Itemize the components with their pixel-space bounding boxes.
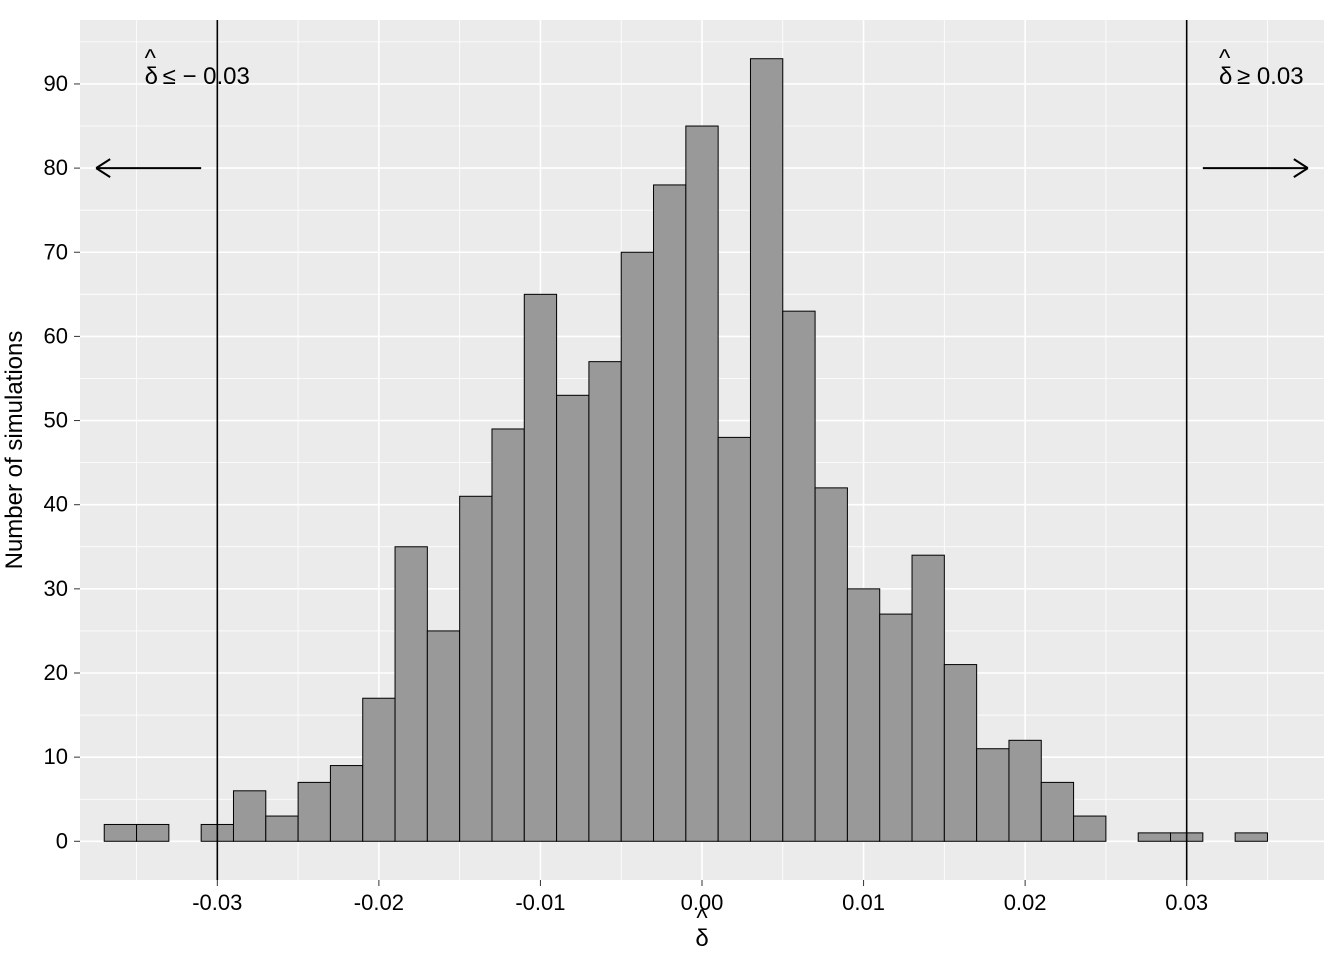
histogram-bar bbox=[363, 698, 395, 841]
histogram-bar bbox=[815, 488, 847, 841]
histogram-bar bbox=[395, 547, 427, 842]
histogram-bar bbox=[654, 185, 686, 841]
x-tick-label: 0.02 bbox=[1004, 890, 1047, 915]
svg-text:δ: δ bbox=[145, 63, 158, 90]
y-tick-label: 30 bbox=[44, 576, 68, 601]
histogram-bar bbox=[847, 589, 879, 841]
x-tick-label: -0.02 bbox=[354, 890, 404, 915]
histogram-bar bbox=[880, 614, 912, 841]
histogram-bar bbox=[944, 665, 976, 842]
y-tick-label: 50 bbox=[44, 408, 68, 433]
histogram-bar bbox=[718, 437, 750, 841]
histogram-bar bbox=[524, 294, 556, 841]
x-tick-label: -0.01 bbox=[515, 890, 565, 915]
histogram-bar bbox=[589, 362, 621, 842]
y-tick-label: 80 bbox=[44, 155, 68, 180]
histogram-bar bbox=[104, 824, 136, 841]
x-tick-label: 0.01 bbox=[842, 890, 885, 915]
histogram-bar bbox=[621, 252, 653, 841]
histogram-bar bbox=[427, 631, 459, 841]
x-tick-label: -0.03 bbox=[192, 890, 242, 915]
histogram-bar bbox=[137, 824, 169, 841]
svg-text:δ: δ bbox=[695, 925, 708, 952]
y-tick-label: 10 bbox=[44, 744, 68, 769]
histogram-bar bbox=[330, 766, 362, 842]
y-tick-label: 0 bbox=[56, 828, 68, 853]
histogram-bar bbox=[1235, 833, 1267, 841]
x-tick-label: 0.03 bbox=[1165, 890, 1208, 915]
svg-text:δ: δ bbox=[1219, 63, 1232, 90]
y-tick-label: 70 bbox=[44, 239, 68, 264]
histogram-bar bbox=[233, 791, 265, 841]
histogram-chart: -0.03-0.02-0.010.000.010.020.03010203040… bbox=[0, 0, 1344, 960]
histogram-bar bbox=[266, 816, 298, 841]
y-axis-title: Number of simulations bbox=[1, 331, 28, 570]
histogram-bar bbox=[1041, 782, 1073, 841]
histogram-bar bbox=[460, 496, 492, 841]
y-tick-label: 20 bbox=[44, 660, 68, 685]
y-tick-label: 40 bbox=[44, 492, 68, 517]
histogram-bar bbox=[686, 126, 718, 841]
histogram-bar bbox=[783, 311, 815, 841]
y-tick-label: 90 bbox=[44, 71, 68, 96]
x-axis-title: ^δ bbox=[695, 905, 708, 952]
svg-text:≥ 0.03: ≥ 0.03 bbox=[1237, 63, 1304, 90]
svg-text:≤ − 0.03: ≤ − 0.03 bbox=[163, 63, 250, 90]
y-tick-label: 60 bbox=[44, 323, 68, 348]
histogram-bar bbox=[750, 59, 782, 842]
histogram-bar bbox=[912, 555, 944, 841]
histogram-bar bbox=[977, 749, 1009, 842]
histogram-bar bbox=[557, 395, 589, 841]
histogram-bar bbox=[492, 429, 524, 841]
histogram-bar bbox=[1074, 816, 1106, 841]
histogram-bar bbox=[1009, 740, 1041, 841]
histogram-bar bbox=[1138, 833, 1170, 841]
histogram-bar bbox=[298, 782, 330, 841]
